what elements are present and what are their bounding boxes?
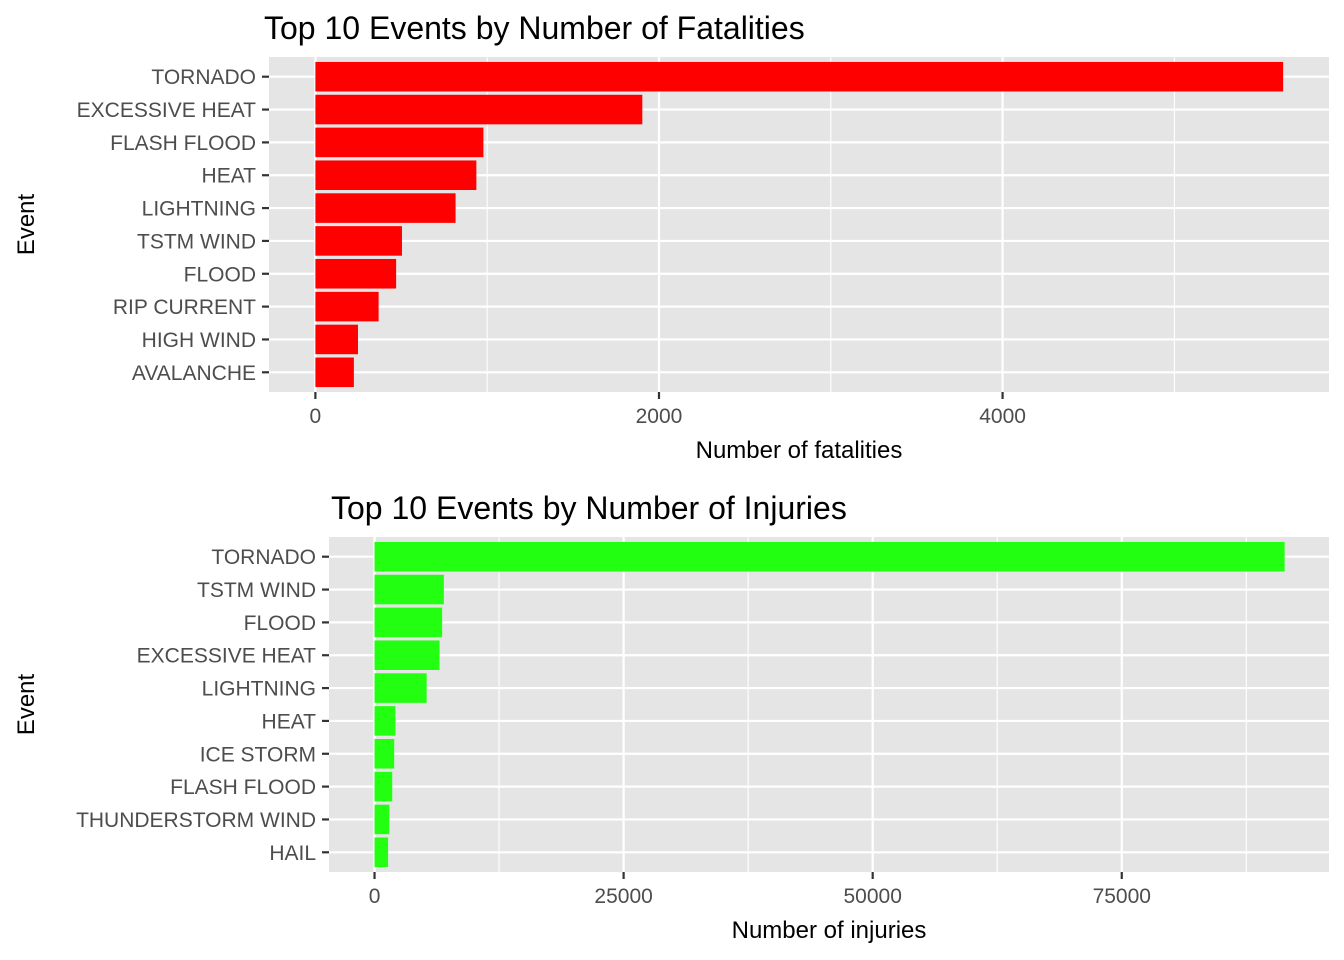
fatalities-x-tick-label: 4000 [979,405,1026,428]
fatalities-y-tick-label: TORNADO [151,66,256,89]
fatalities-x-axis-label: Number of fatalities [696,437,903,464]
fatalities-y-axis-label: Event [13,193,40,255]
injuries-x-tick-label: 75000 [1093,885,1151,908]
fatalities-bar-tstm-wind [315,226,402,256]
injuries-y-tick-label: ICE STORM [200,743,316,766]
fatalities-bar-flash-flood [315,127,484,158]
fatalities-y-tick-label: HEAT [202,165,257,188]
injuries-x-axis-label: Number of injuries [732,917,927,944]
fatalities-y-tick-label: AVALANCHE [132,362,256,385]
injuries-x-tick-label: 25000 [594,885,652,908]
injuries-bar-excessive-heat [374,640,440,671]
fatalities-bar-tornado [315,61,1284,92]
injuries-bar-flood [374,607,443,638]
injuries-bar-ice-storm [374,738,395,769]
injuries-bar-thunderstorm-wind [374,804,390,835]
injuries-bar-tornado [374,541,1285,572]
fatalities-bar-rip-current [315,291,379,322]
injuries-y-tick-label: EXCESSIVE HEAT [137,645,317,668]
fatalities-bar-heat [315,160,477,191]
injuries-y-tick-label: TSTM WIND [197,579,316,602]
injuries-chart-title: Top 10 Events by Number of Injuries [331,490,847,526]
injuries-bar-flash-flood [374,771,393,802]
injuries-y-tick-label: FLASH FLOOD [170,776,316,799]
injuries-bar-heat [374,706,396,736]
fatalities-bar-lightning [315,193,456,223]
fatalities-bar-avalanche [315,357,354,388]
injuries-bar-lightning [374,673,427,703]
fatalities-y-tick-label: EXCESSIVE HEAT [77,99,257,122]
injuries-y-tick-label: HAIL [269,842,316,865]
fatalities-y-tick-label: LIGHTNING [142,198,256,221]
fatalities-x-tick-label: 2000 [636,405,683,428]
fatalities-bar-flood [315,258,397,289]
injuries-x-tick-label: 0 [369,885,381,908]
injuries-bar-hail [374,837,389,868]
injuries-y-axis-label: Event [13,673,40,735]
injuries-panel-background [329,537,1329,872]
fatalities-plot: TORNADO EXCESSIVE HEAT FLASH FLOOD HEAT LIGH… [13,10,1329,464]
fatalities-y-tick-label: HIGH WIND [142,329,256,352]
fatalities-bar-high-wind [315,324,358,355]
injuries-y-tick-label: FLOOD [244,612,316,635]
injuries-plot: TORNADO TSTM WIND FLOOD EXCESSIVE HEAT LIGHT… [13,490,1329,944]
fatalities-chart-title: Top 10 Events by Number of Fatalities [264,10,805,46]
fatalities-y-tick-label: TSTM WIND [137,230,256,253]
fatalities-y-tick-label: RIP CURRENT [113,296,256,319]
injuries-y-tick-label: TORNADO [211,546,316,569]
fatalities-y-tick-label: FLOOD [184,263,256,286]
injuries-y-tick-label: LIGHTNING [202,678,316,701]
injuries-bar-tstm-wind [374,574,444,605]
injuries-y-tick-label: HEAT [262,710,317,733]
fatalities-y-tick-label: FLASH FLOOD [110,132,256,155]
injuries-x-tick-label: 50000 [843,885,901,908]
fatalities-bar-excessive-heat [315,94,643,125]
injuries-y-tick-label: THUNDERSTORM WIND [76,809,316,832]
fatalities-x-tick-label: 0 [310,405,322,428]
